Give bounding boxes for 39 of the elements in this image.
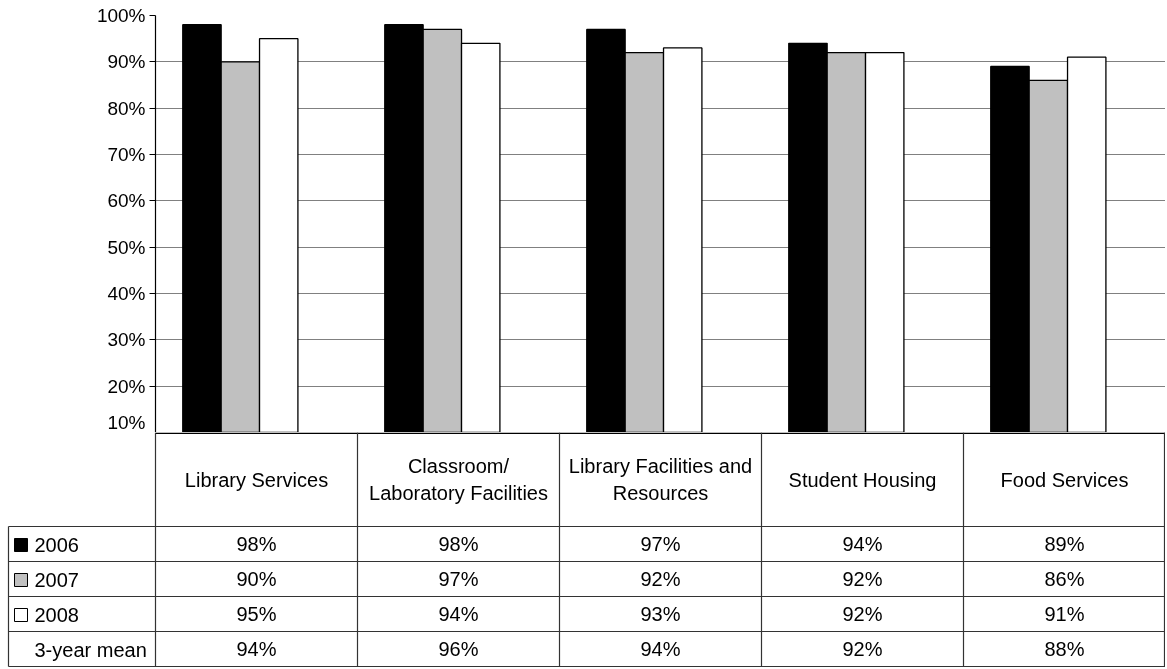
- data-label: 93%: [640, 603, 681, 625]
- y-tick-label: 70%: [107, 144, 146, 165]
- y-tick-label: 20%: [107, 375, 146, 397]
- legend-label: 2007: [34, 569, 79, 591]
- data-label: 94%: [842, 533, 883, 555]
- data-label: 98%: [236, 533, 277, 555]
- text: 92%: [842, 638, 883, 660]
- y-tick-label: 50%: [107, 236, 146, 258]
- y-tick-label: 90%: [107, 51, 146, 73]
- data-label: 89%: [1044, 533, 1085, 555]
- text: 88%: [1044, 638, 1085, 660]
- text: 94%: [640, 638, 681, 660]
- y-tick-label: 60%: [107, 190, 146, 212]
- text: 94%: [236, 638, 277, 660]
- x-tick-label: Classroom/ Laboratory Facilities: [369, 455, 548, 504]
- x-tick-label: Student Housing: [788, 468, 937, 491]
- legend-label: 2006: [34, 534, 79, 556]
- y-tick-label: 80%: [107, 97, 146, 119]
- y-tick-label: 100%: [96, 5, 146, 26]
- x-tick-label: Library Services: [184, 468, 329, 491]
- y-tick-label: 40%: [107, 283, 146, 304]
- legend-label: 2008: [34, 604, 79, 626]
- text: 3-year mean: [34, 639, 147, 661]
- data-label: 97%: [640, 533, 681, 555]
- x-tick-label: Library Facilities and Resources: [568, 455, 753, 504]
- data-label: 92%: [842, 568, 883, 590]
- data-label: 94%: [438, 603, 479, 625]
- y-tick-label: 10%: [107, 411, 146, 433]
- data-label: 92%: [842, 603, 883, 625]
- data-label: 92%: [640, 568, 681, 590]
- data-label: 97%: [438, 568, 479, 590]
- data-label: 86%: [1044, 568, 1085, 590]
- data-label: 95%: [236, 603, 277, 625]
- data-label: 90%: [236, 568, 277, 590]
- x-tick-label: Food Services: [1000, 468, 1129, 491]
- data-label: 98%: [438, 533, 479, 555]
- y-tick-label: 30%: [107, 329, 146, 351]
- data-label: 91%: [1044, 603, 1085, 625]
- text: 96%: [438, 638, 479, 660]
